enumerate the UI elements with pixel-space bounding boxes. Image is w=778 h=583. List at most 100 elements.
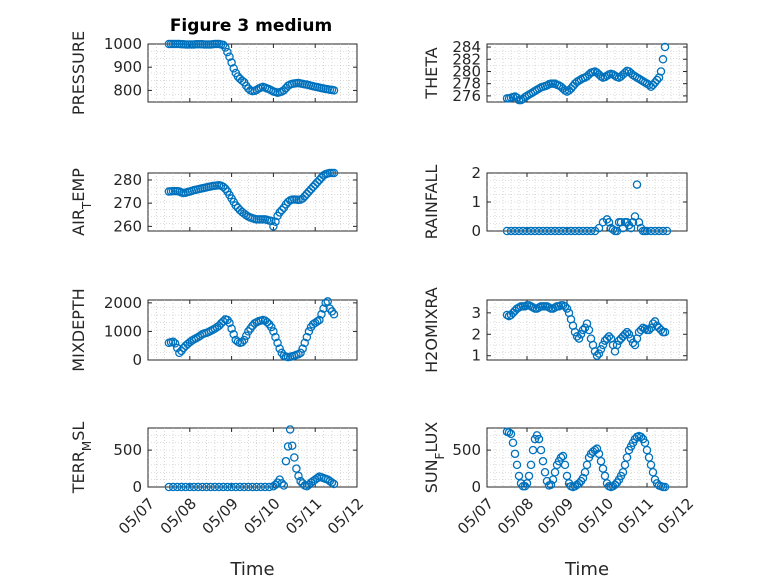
sun_flux-data-point (528, 445, 538, 455)
y-tick-label: 0 (132, 478, 142, 496)
sun_flux-data-point (536, 445, 546, 455)
h2omixra-data-point (598, 340, 608, 350)
mixdepth-data-point (175, 348, 184, 358)
figure-title: Figure 3 medium (170, 16, 332, 36)
rainfall-data-point (650, 226, 660, 236)
pressure-data-point (329, 86, 339, 95)
y-tick-label: 2000 (104, 294, 142, 312)
y-tick-label: 270 (113, 194, 142, 212)
rainfall-y-axis-label: RAINFALL (422, 165, 441, 240)
y-tick-label: 280 (452, 62, 481, 80)
x-tick-label: 05/08 (494, 495, 537, 538)
terr_msl-data-point (285, 425, 295, 434)
y-tick-label: 276 (452, 87, 481, 105)
sun_flux-data-point (622, 453, 632, 462)
sun_flux-data-point (550, 467, 560, 477)
sun_flux-data-point (646, 460, 656, 470)
rainfall-data-point (514, 226, 524, 236)
y-tick-label: 800 (113, 81, 142, 99)
sun_flux-data-point (600, 471, 610, 481)
air_temp-data-point (275, 208, 284, 217)
terr_msl-data-point (235, 482, 245, 492)
h2omixra-data-point (612, 340, 622, 350)
y-tick-label: 0 (132, 351, 142, 369)
sun_flux-data-point (594, 449, 604, 459)
theta-data-point (652, 75, 662, 85)
mixdepth-data-point (329, 310, 339, 319)
h2omixra-data-point (602, 334, 612, 343)
mixdepth-data-point (269, 327, 278, 336)
terr_msl-data-point (164, 482, 174, 492)
sun_flux-data-point (592, 444, 602, 453)
theta-data-point (656, 67, 666, 76)
sun_flux-data-point (508, 438, 518, 447)
h2omixra-data-point (584, 325, 594, 335)
terr_msl-y-axis-label: TERRMSL (69, 422, 94, 495)
mixdepth-data-point (168, 337, 178, 346)
rainfall-data-point (510, 226, 520, 236)
terr_msl-data-point (193, 482, 203, 492)
sun_flux-data-point (648, 467, 658, 477)
h2omixra-data-point (636, 325, 646, 335)
h2omixra-data-point (594, 349, 604, 358)
terr_msl-data-point (244, 482, 253, 492)
sun_flux-data-point (640, 438, 650, 447)
rainfall-data-point (654, 226, 664, 236)
mixdepth-data-point (321, 298, 330, 308)
rainfall-data-point (642, 226, 652, 236)
rainfall-data-point (546, 226, 556, 236)
sun_flux-data-point (514, 471, 524, 481)
rainfall-data-point (578, 226, 588, 236)
x-axis-label: Time (229, 559, 274, 580)
terr_msl-data-point (294, 471, 303, 481)
terr_msl-data-point (256, 482, 266, 492)
pressure-data-point (279, 86, 289, 95)
sun_flux-data-point (660, 482, 670, 492)
terr_msl-data-point (252, 482, 261, 492)
theta-data-point (542, 81, 552, 90)
h2omixra-data-point (644, 325, 654, 335)
theta-data-point (660, 42, 670, 52)
mixdepth-data-point (275, 344, 284, 353)
rainfall-data-point (538, 226, 548, 236)
terr_msl-data-point (227, 482, 236, 492)
mixdepth-data-point (267, 322, 276, 332)
x-tick-label: 05/10 (240, 495, 283, 538)
rainfall-data-point (628, 218, 638, 227)
air_temp-subplot: 260 270 280 AIRTEMP (69, 168, 358, 236)
mixdepth-data-point (315, 315, 324, 325)
sun_flux-data-point (562, 471, 572, 481)
rainfall-data-point (530, 226, 540, 236)
rainfall-data-point (616, 218, 626, 227)
air_temp-data-point (315, 175, 324, 185)
mixdepth-data-point (273, 338, 282, 348)
rainfall-data-point (626, 223, 636, 233)
terr_msl-data-point (181, 482, 190, 492)
theta-data-point (610, 71, 620, 80)
h2omixra-data-point (626, 334, 636, 343)
terr_msl-data-point (292, 464, 301, 473)
terr_msl-data-point (296, 476, 305, 486)
rainfall-data-point (506, 226, 516, 236)
h2omixra-data-point (572, 332, 582, 341)
y-tick-label: 500 (452, 441, 481, 459)
terr_msl-data-point (185, 482, 195, 492)
sun_flux-data-point (582, 460, 592, 470)
rainfall-data-point (566, 226, 576, 236)
sun_flux-data-point (548, 475, 558, 484)
mixdepth-data-point (239, 335, 249, 345)
mixdepth-data-point (302, 332, 312, 342)
x-tick-label: 05/11 (614, 495, 657, 538)
y-tick-label: 500 (113, 441, 142, 459)
y-tick-label: 0 (471, 478, 481, 496)
x-tick-label: 05/12 (324, 495, 367, 538)
mixdepth-data-point (170, 339, 180, 348)
air_temp-data-point (267, 216, 276, 226)
rainfall-data-point (558, 226, 568, 236)
y-tick-label: 260 (113, 217, 142, 235)
terr_msl-data-point (248, 482, 257, 492)
